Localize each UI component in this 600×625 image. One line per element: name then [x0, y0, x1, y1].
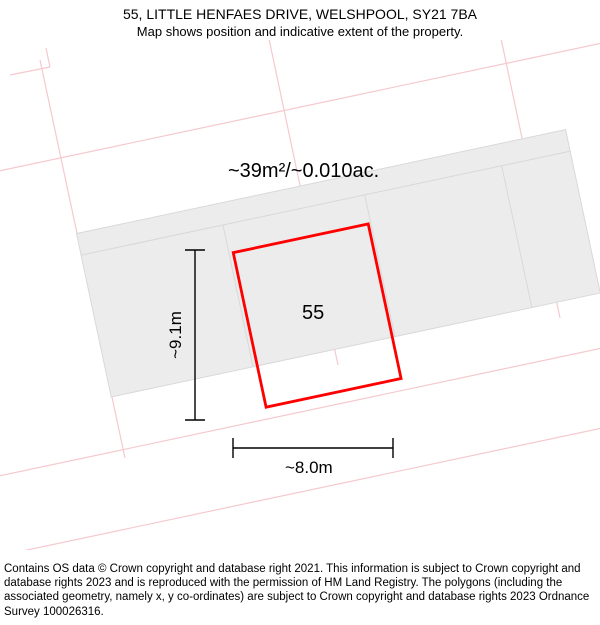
- page-title: 55, LITTLE HENFAES DRIVE, WELSHPOOL, SY2…: [0, 6, 600, 22]
- height-dimension-label: ~9.1m: [166, 311, 186, 359]
- width-dimension-label: ~8.0m: [285, 458, 333, 478]
- area-label: ~39m²/~0.010ac.: [228, 160, 379, 183]
- property-number: 55: [302, 302, 324, 325]
- header: 55, LITTLE HENFAES DRIVE, WELSHPOOL, SY2…: [0, 0, 600, 39]
- map-diagram: ~39m²/~0.010ac. 55 ~8.0m ~9.1m: [0, 40, 600, 550]
- page-subtitle: Map shows position and indicative extent…: [0, 24, 600, 39]
- copyright-footer: Contains OS data © Crown copyright and d…: [4, 562, 596, 620]
